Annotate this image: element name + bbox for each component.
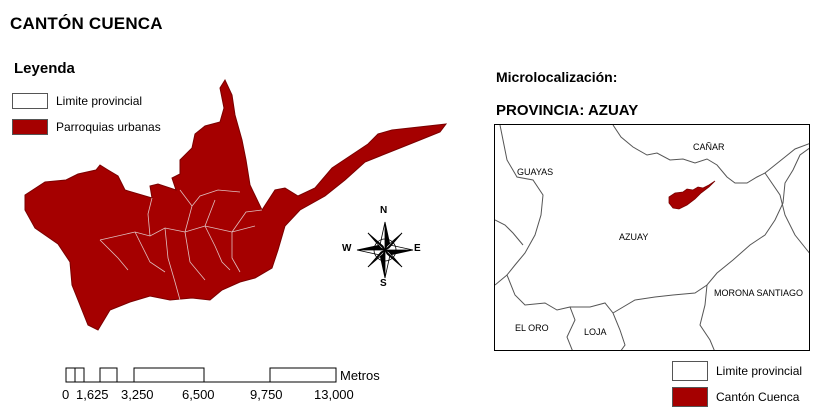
- legend-label-limite: Limite provincial: [56, 94, 143, 108]
- legend-label-parroquias: Parroquias urbanas: [56, 120, 161, 134]
- compass-s-label: S: [380, 278, 387, 289]
- microlocalizacion-title: Microlocalización:: [496, 69, 618, 85]
- legend-swatch-parroquias: [12, 119, 48, 135]
- canton-map: [24, 78, 448, 331]
- compass-n-label: N: [380, 205, 388, 216]
- map-title: CANTÓN CUENCA: [10, 14, 163, 33]
- label-canar: CAÑAR: [693, 142, 725, 152]
- legend-title: Leyenda: [14, 60, 75, 77]
- inset-legend-item-limite: Limite provincial: [672, 361, 802, 381]
- scale-tick-2: 3,250: [121, 387, 154, 402]
- scale-tick-4: 9,750: [250, 387, 283, 402]
- label-guayas: GUAYAS: [517, 167, 554, 177]
- scale-tick-5: 13,000: [314, 387, 354, 402]
- inset-legend-item-canton: Cantón Cuenca: [672, 387, 799, 407]
- label-azuay: AZUAY: [619, 232, 649, 242]
- legend-item-parroquias: Parroquias urbanas: [12, 118, 161, 136]
- inset-map: GUAYAS CAÑAR AZUAY MORONA SANTIAGO EL OR…: [494, 124, 810, 351]
- label-morona-santiago: MORONA SANTIAGO: [714, 288, 804, 298]
- scale-bar: [65, 367, 337, 383]
- legend-item-limite-provincial: Limite provincial: [12, 92, 142, 110]
- compass-e-label: E: [414, 243, 421, 254]
- canton-cuenca-shape: [24, 78, 448, 331]
- province-title: PROVINCIA: AZUAY: [496, 102, 639, 119]
- scale-tick-3: 6,500: [182, 387, 215, 402]
- scale-tick-0: 0: [62, 387, 70, 402]
- label-loja: LOJA: [584, 327, 607, 337]
- parroquia-boundaries: [99, 189, 263, 301]
- inset-legend-swatch-limite: [672, 361, 708, 381]
- inset-legend-swatch-canton: [672, 387, 708, 407]
- inset-canton-cuenca-shape: [668, 180, 716, 210]
- legend-swatch-limite: [12, 93, 48, 109]
- scale-unit: Metros: [340, 368, 380, 383]
- label-el-oro: EL ORO: [515, 323, 549, 333]
- inset-legend-label-canton: Cantón Cuenca: [716, 390, 800, 404]
- scale-tick-1: 1,625: [76, 387, 109, 402]
- province-boundaries: [495, 125, 809, 350]
- compass-w-label: W: [342, 243, 352, 254]
- inset-legend-label-limite: Limite provincial: [716, 364, 803, 378]
- compass-rose-icon: [356, 221, 414, 279]
